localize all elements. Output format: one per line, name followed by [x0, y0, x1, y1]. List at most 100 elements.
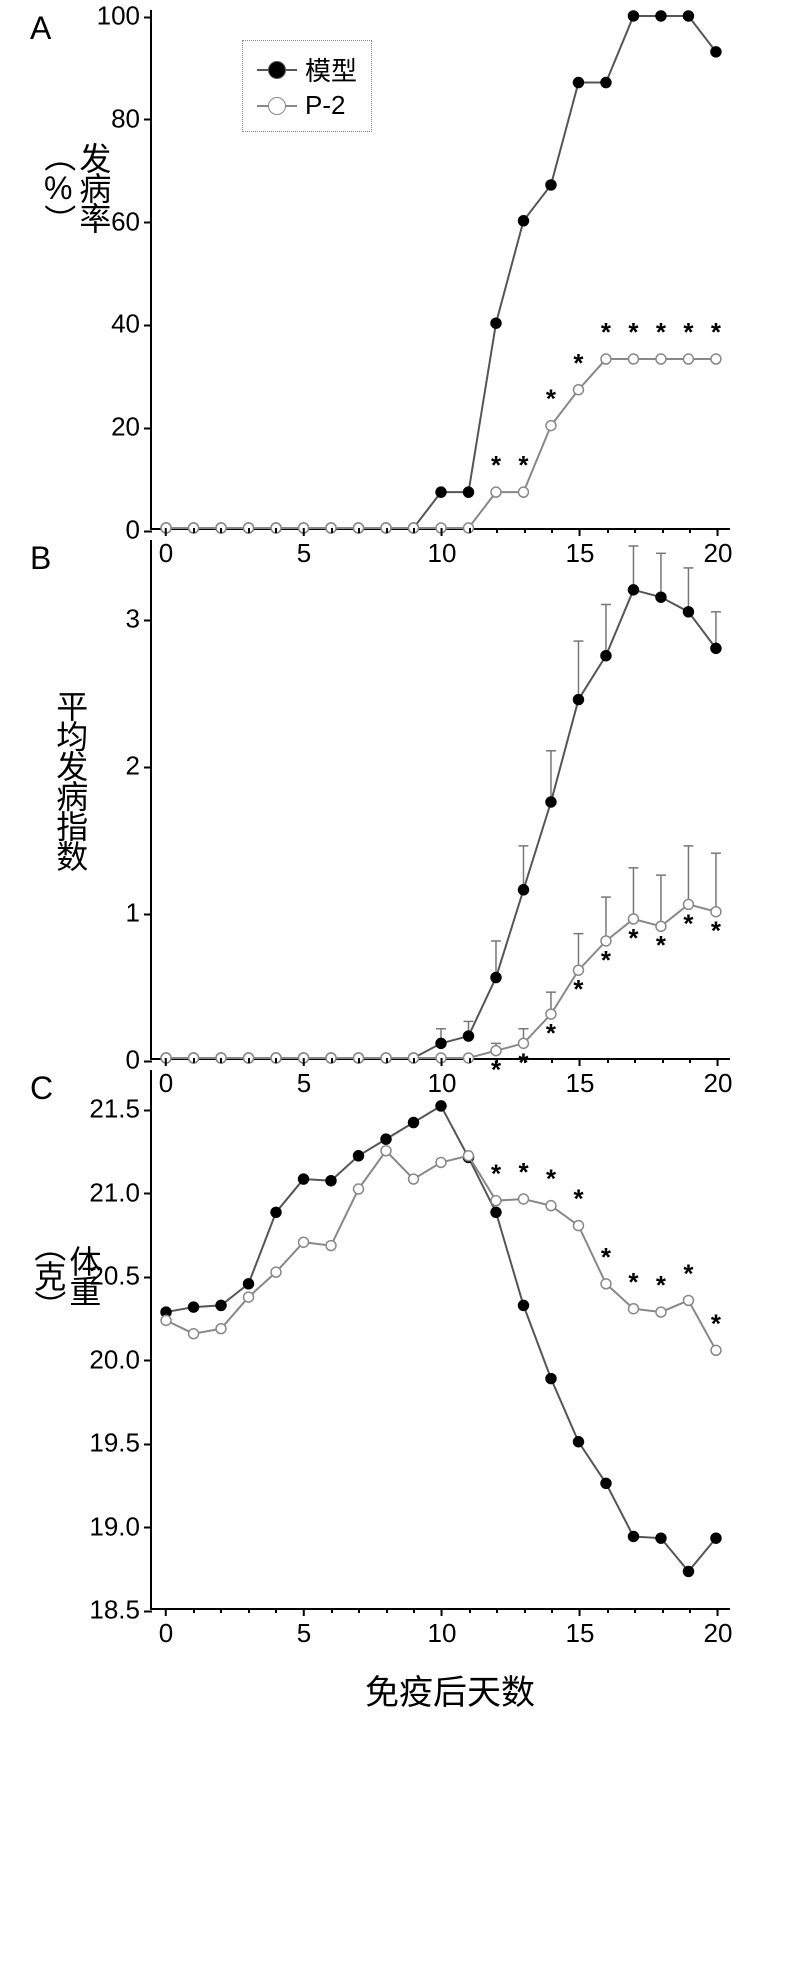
significance-star: * — [628, 925, 639, 953]
x-minor-tick — [524, 1058, 526, 1063]
marker-p2 — [711, 1345, 721, 1355]
x-minor-tick — [275, 1058, 277, 1063]
marker-model — [656, 11, 666, 21]
plot-b: ********* — [152, 540, 730, 1058]
legend-item: 模型 — [257, 51, 357, 88]
marker-model — [628, 585, 638, 595]
x-minor-tick — [275, 528, 277, 533]
marker-model — [573, 695, 583, 705]
x-minor-tick — [193, 1058, 195, 1063]
chart-area-a: ********* 模型P-2 02040608010005101520 — [150, 10, 730, 530]
legend-item: P-2 — [257, 90, 357, 121]
marker-p2 — [573, 965, 583, 975]
x-minor-tick — [358, 1058, 360, 1063]
y-tick: 20 — [111, 412, 152, 443]
marker-model — [629, 1532, 639, 1542]
x-minor-tick — [413, 1608, 415, 1613]
marker-p2 — [683, 899, 693, 909]
x-minor-tick — [248, 1058, 250, 1063]
marker-model — [683, 607, 693, 617]
chart-area-c: ********* 18.519.019.520.020.521.021.505… — [150, 1070, 730, 1610]
marker-model — [464, 1031, 474, 1041]
marker-model — [491, 318, 501, 328]
marker-p2 — [683, 1295, 693, 1305]
marker-p2 — [464, 1151, 474, 1161]
x-minor-tick — [551, 1058, 553, 1063]
x-minor-tick — [275, 1608, 277, 1613]
panel-b: B 平均发病指数 ********* 012305101520 — [20, 540, 780, 1060]
marker-model — [244, 1279, 254, 1289]
x-minor-tick — [358, 1608, 360, 1613]
significance-star: * — [683, 1260, 694, 1288]
marker-p2 — [601, 1279, 611, 1289]
significance-star: * — [601, 1244, 612, 1272]
marker-model — [436, 1038, 446, 1048]
x-minor-tick — [220, 1058, 222, 1063]
marker-p2 — [546, 421, 556, 431]
marker-model — [683, 11, 693, 21]
marker-p2 — [271, 1267, 281, 1277]
legend-a: 模型P-2 — [242, 40, 372, 132]
x-minor-tick — [248, 1608, 250, 1613]
y-tick: 1 — [126, 898, 152, 929]
series-line-p2 — [166, 359, 716, 528]
series-line-model — [166, 1106, 716, 1572]
marker-p2 — [546, 1009, 556, 1019]
panel-a: A 发病率（%） ********* 模型P-2 020406080100051… — [20, 10, 780, 530]
significance-star: * — [573, 976, 584, 1004]
significance-star: * — [683, 319, 694, 347]
marker-p2 — [601, 936, 611, 946]
significance-star: * — [546, 1166, 557, 1194]
xlabel: 免疫后天数 — [120, 1665, 780, 1714]
marker-p2 — [409, 1174, 419, 1184]
x-tick: 20 — [704, 1608, 733, 1649]
marker-p2 — [683, 354, 693, 364]
x-minor-tick — [662, 528, 664, 533]
marker-model — [601, 78, 611, 88]
x-minor-tick — [193, 1608, 195, 1613]
significance-star: * — [491, 452, 502, 480]
x-minor-tick — [689, 1608, 691, 1613]
x-minor-tick — [496, 1608, 498, 1613]
panel-label-b: B — [30, 540, 51, 577]
x-minor-tick — [413, 528, 415, 533]
plot-c: ********* — [152, 1070, 730, 1608]
y-tick: 100 — [97, 1, 152, 32]
marker-model — [656, 592, 666, 602]
marker-model — [628, 11, 638, 21]
significance-star: * — [628, 319, 639, 347]
marker-p2 — [491, 1046, 501, 1056]
marker-model — [656, 1533, 666, 1543]
x-tick: 15 — [566, 1608, 595, 1649]
x-minor-tick — [331, 528, 333, 533]
marker-p2 — [656, 354, 666, 364]
y-tick: 3 — [126, 604, 152, 635]
significance-star: * — [518, 452, 529, 480]
marker-model — [601, 1478, 611, 1488]
marker-p2 — [491, 1196, 501, 1206]
significance-star: * — [546, 1020, 557, 1048]
x-tick: 10 — [428, 1608, 457, 1649]
significance-star: * — [573, 1186, 584, 1214]
x-minor-tick — [689, 1058, 691, 1063]
marker-p2 — [656, 921, 666, 931]
marker-p2 — [519, 1038, 529, 1048]
y-tick: 60 — [111, 206, 152, 237]
marker-p2 — [354, 1184, 364, 1194]
marker-model — [464, 487, 474, 497]
y-tick: 21.0 — [89, 1177, 152, 1208]
marker-p2 — [216, 1324, 226, 1334]
marker-p2 — [189, 1329, 199, 1339]
significance-star: * — [601, 319, 612, 347]
significance-star: * — [656, 932, 667, 960]
x-minor-tick — [413, 1058, 415, 1063]
x-minor-tick — [469, 1058, 471, 1063]
x-minor-tick — [607, 528, 609, 533]
x-minor-tick — [386, 1608, 388, 1613]
significance-star: * — [546, 386, 557, 414]
marker-model — [711, 47, 721, 57]
y-tick: 2 — [126, 751, 152, 782]
x-minor-tick — [551, 1608, 553, 1613]
x-minor-tick — [634, 528, 636, 533]
x-minor-tick — [248, 528, 250, 533]
